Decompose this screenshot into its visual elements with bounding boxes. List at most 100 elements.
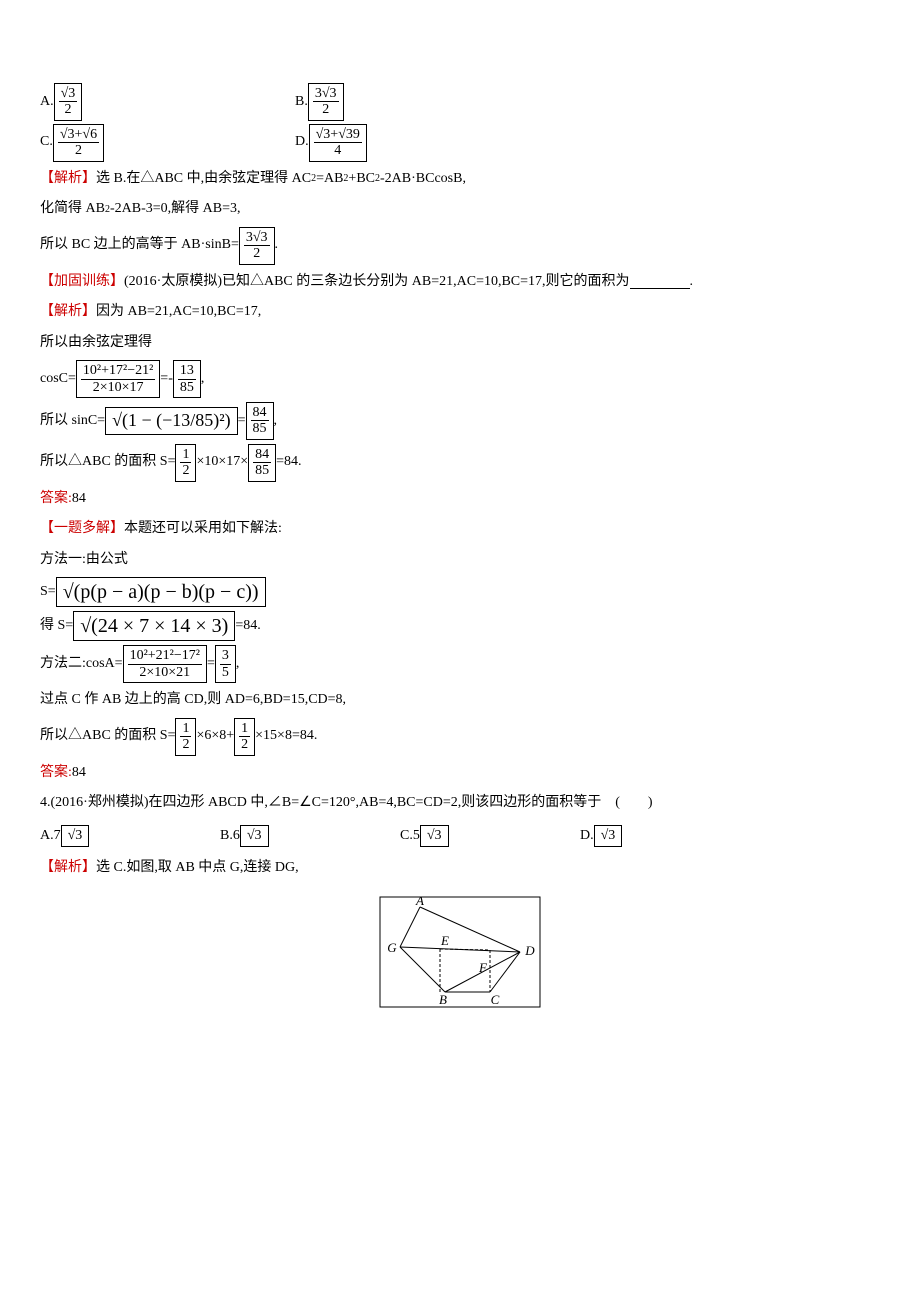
sqrt-box: √(1 − (−13/85)²): [105, 407, 238, 435]
option-label: A.: [40, 89, 54, 116]
text: 选 B.在△ABC 中,由余弦定理得 AC: [96, 166, 311, 193]
text: 所以△ABC 的面积 S=: [40, 723, 175, 750]
text: 方法二:cosA=: [40, 651, 123, 678]
fraction-box: 1 2: [234, 718, 255, 756]
label-G: G: [387, 940, 397, 955]
yiti-header: 【一题多解】 本题还可以采用如下解法:: [40, 516, 880, 543]
q3-option-row-1: A. √3 2 B. 3√3 2: [40, 83, 880, 121]
text: (2016·太原模拟)已知△ABC 的三条边长分别为 AB=21,AC=10,B…: [124, 269, 630, 296]
fraction-box: 13 85: [173, 360, 201, 398]
text: =AB: [316, 166, 343, 193]
text: 所以△ABC 的面积 S=: [40, 449, 175, 476]
label-A: A: [415, 893, 424, 908]
text: cosC=: [40, 366, 76, 393]
text: =84.: [276, 449, 301, 476]
q3-option-b: B. 3√3 2: [295, 83, 344, 121]
answer-label: 答案:: [40, 486, 72, 513]
answer-value: 84: [72, 760, 86, 787]
jiagu-label: 【加固训练】: [40, 269, 124, 296]
fraction-box: 1 2: [175, 718, 196, 756]
text: 所以 BC 边上的高等于 AB·sinB=: [40, 232, 239, 259]
fraction-box: 84 85: [246, 402, 274, 440]
text: ×6×8+: [196, 723, 234, 750]
text: =84.: [235, 613, 260, 640]
sqrt-box: √(24 × 7 × 14 × 3): [73, 611, 235, 641]
text: S=: [40, 579, 56, 606]
text: ,: [236, 651, 240, 678]
q4-analysis: 【解析】 选 C.如图,取 AB 中点 G,连接 DG,: [40, 855, 880, 882]
text: ×15×8=84.: [255, 723, 317, 750]
option-label: A.7: [40, 823, 61, 850]
text: =: [238, 408, 246, 435]
text: =: [207, 651, 215, 678]
yiti-answer: 答案: 84: [40, 760, 880, 787]
blank: [630, 274, 690, 289]
fraction-box: 84 85: [248, 444, 276, 482]
q4-stem: 4.(2016·郑州模拟)在四边形 ABCD 中,∠B=∠C=120°,AB=4…: [40, 790, 880, 817]
text: =-: [160, 366, 173, 393]
label-B: B: [439, 992, 447, 1007]
sqrt-box: √3: [594, 825, 623, 848]
q3-analysis-line1: 【解析】 选 B.在△ABC 中,由余弦定理得 AC2 =AB2 +BC2 -2…: [40, 166, 880, 193]
jiagu-stem: 【加固训练】 (2016·太原模拟)已知△ABC 的三条边长分别为 AB=21,…: [40, 269, 880, 296]
yiti-label: 【一题多解】: [40, 516, 124, 543]
q4-options: A.7 √3 B.6 √3 C.5 √3 D. √3: [40, 823, 880, 850]
fraction-box: 3 5: [215, 645, 236, 683]
q4-figure: A G E D B F C: [40, 892, 880, 1012]
option-label: C.: [40, 129, 53, 156]
jiagu-answer: 答案: 84: [40, 486, 880, 513]
q4-option-a: A.7 √3: [40, 823, 220, 850]
yiti-m1-S2: 得 S= √(24 × 7 × 14 × 3) =84.: [40, 611, 880, 641]
jiexi-label: 【解析】: [40, 855, 96, 882]
q4-option-b: B.6 √3: [220, 823, 400, 850]
text: 过点 C 作 AB 边上的高 CD,则 AD=6,BD=15,CD=8,: [40, 687, 346, 714]
q3-option-a: A. √3 2: [40, 83, 295, 121]
yiti-m2-l2: 过点 C 作 AB 边上的高 CD,则 AD=6,BD=15,CD=8,: [40, 687, 880, 714]
yiti-m2-l3: 所以△ABC 的面积 S= 1 2 ×6×8+ 1 2 ×15×8=84.: [40, 718, 880, 756]
fraction-box: 1 2: [175, 444, 196, 482]
label-E: E: [440, 933, 449, 948]
fraction-box: √3 2: [54, 83, 83, 121]
text: ,: [274, 408, 278, 435]
jiagu-area: 所以△ABC 的面积 S= 1 2 ×10×17× 84 85 =84.: [40, 444, 880, 482]
jiexi-label: 【解析】: [40, 166, 96, 193]
jiexi-label: 【解析】: [40, 299, 96, 326]
text: +BC: [348, 166, 375, 193]
q3-analysis-line3: 所以 BC 边上的高等于 AB·sinB= 3√3 2 .: [40, 227, 880, 265]
sqrt-box: √3: [240, 825, 269, 848]
fraction-box: 10²+17²−21² 2×10×17: [76, 360, 160, 398]
jiagu-sinC: 所以 sinC= √(1 − (−13/85)²) = 84 85 ,: [40, 402, 880, 440]
text: 方法一:由公式: [40, 547, 128, 574]
label-F: F: [478, 960, 488, 975]
text: ,: [201, 366, 205, 393]
text: .: [690, 269, 694, 296]
text: 选 C.如图,取 AB 中点 G,连接 DG,: [96, 855, 299, 882]
jiagu-cosC: cosC= 10²+17²−21² 2×10×17 =- 13 85 ,: [40, 360, 880, 398]
q3-option-d: D. √3+√39 4: [295, 124, 367, 162]
text: 化简得 AB: [40, 196, 105, 223]
fraction-box: √3+√39 4: [309, 124, 367, 162]
sqrt-box: √(p(p − a)(p − b)(p − c)): [56, 577, 266, 607]
text: 得 S=: [40, 613, 73, 640]
text: 所以 sinC=: [40, 408, 105, 435]
fraction-box: 3√3 2: [308, 83, 344, 121]
yiti-m1-S: S= √(p(p − a)(p − b)(p − c)): [40, 577, 880, 607]
text: .: [275, 232, 279, 259]
sqrt-box: √3: [420, 825, 449, 848]
text: 所以由余弦定理得: [40, 330, 152, 357]
text: 4.(2016·郑州模拟)在四边形 ABCD 中,∠B=∠C=120°,AB=4…: [40, 790, 653, 817]
text: -2AB·BCcosB,: [380, 166, 466, 193]
q4-option-c: C.5 √3: [400, 823, 580, 850]
answer-label: 答案:: [40, 760, 72, 787]
text: 本题还可以采用如下解法:: [124, 516, 282, 543]
text: 因为 AB=21,AC=10,BC=17,: [96, 299, 261, 326]
q3-analysis-line2: 化简得 AB2 -2AB-3=0,解得 AB=3,: [40, 196, 880, 223]
fraction-box: 10²+21²−17² 2×10×21: [123, 645, 207, 683]
geometry-diagram: A G E D B F C: [360, 892, 560, 1012]
option-label: C.5: [400, 823, 420, 850]
jiagu-jiexi-l2: 所以由余弦定理得: [40, 330, 880, 357]
q4-option-d: D. √3: [580, 823, 760, 850]
option-label: D.: [580, 823, 594, 850]
label-D: D: [524, 943, 535, 958]
option-label: B.: [295, 89, 308, 116]
